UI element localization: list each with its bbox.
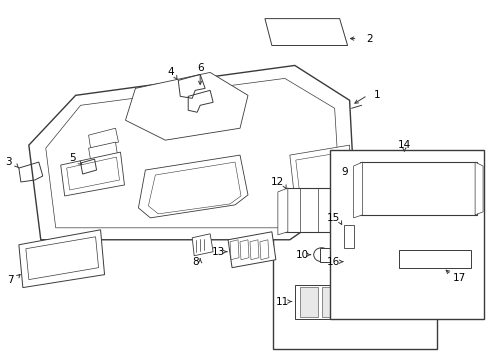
Polygon shape (353, 162, 362, 218)
Ellipse shape (53, 261, 64, 271)
Polygon shape (88, 142, 117, 160)
Text: 1: 1 (373, 90, 380, 100)
Ellipse shape (394, 250, 411, 268)
Polygon shape (227, 232, 275, 268)
Ellipse shape (82, 177, 94, 187)
Text: 10: 10 (296, 250, 309, 260)
Polygon shape (138, 155, 247, 218)
Ellipse shape (178, 141, 222, 169)
Polygon shape (294, 285, 388, 319)
Text: 7: 7 (8, 275, 14, 285)
Ellipse shape (297, 293, 317, 312)
Polygon shape (88, 128, 118, 148)
Polygon shape (299, 287, 317, 318)
Polygon shape (125, 72, 247, 140)
Polygon shape (319, 248, 369, 262)
Polygon shape (61, 152, 124, 196)
Ellipse shape (281, 202, 297, 218)
Ellipse shape (359, 248, 375, 262)
Polygon shape (249, 240, 259, 260)
Text: 8: 8 (191, 257, 198, 267)
Polygon shape (29, 66, 354, 240)
Text: 17: 17 (451, 273, 465, 283)
Polygon shape (474, 162, 482, 215)
Ellipse shape (341, 252, 357, 272)
Ellipse shape (292, 109, 300, 115)
Ellipse shape (195, 103, 264, 148)
Ellipse shape (457, 250, 475, 268)
Ellipse shape (369, 293, 388, 312)
Polygon shape (365, 287, 383, 318)
Ellipse shape (313, 248, 329, 262)
Ellipse shape (337, 156, 351, 170)
Ellipse shape (297, 137, 305, 143)
Text: 4: 4 (166, 67, 173, 77)
Polygon shape (277, 188, 287, 235)
Text: 6: 6 (197, 63, 203, 73)
Ellipse shape (104, 137, 112, 143)
Polygon shape (229, 240, 239, 260)
Polygon shape (399, 250, 470, 268)
Text: 9: 9 (341, 167, 347, 177)
Text: 2: 2 (366, 33, 372, 44)
Polygon shape (192, 234, 213, 256)
Polygon shape (343, 287, 361, 318)
Bar (272, 175, 436, 349)
Text: 11: 11 (276, 297, 289, 306)
Text: 15: 15 (326, 213, 340, 223)
Polygon shape (260, 240, 268, 260)
Text: 16: 16 (326, 257, 340, 267)
Polygon shape (343, 225, 353, 248)
Polygon shape (285, 188, 416, 232)
Text: 13: 13 (211, 247, 224, 257)
Text: 3: 3 (5, 157, 12, 167)
Text: 12: 12 (271, 177, 284, 187)
Text: 5: 5 (69, 153, 76, 163)
Polygon shape (240, 240, 248, 260)
Polygon shape (19, 230, 104, 288)
Polygon shape (359, 162, 476, 215)
Bar (329, 150, 483, 319)
Polygon shape (321, 287, 339, 318)
Ellipse shape (198, 240, 208, 248)
Text: 14: 14 (397, 140, 410, 150)
Polygon shape (289, 145, 349, 200)
